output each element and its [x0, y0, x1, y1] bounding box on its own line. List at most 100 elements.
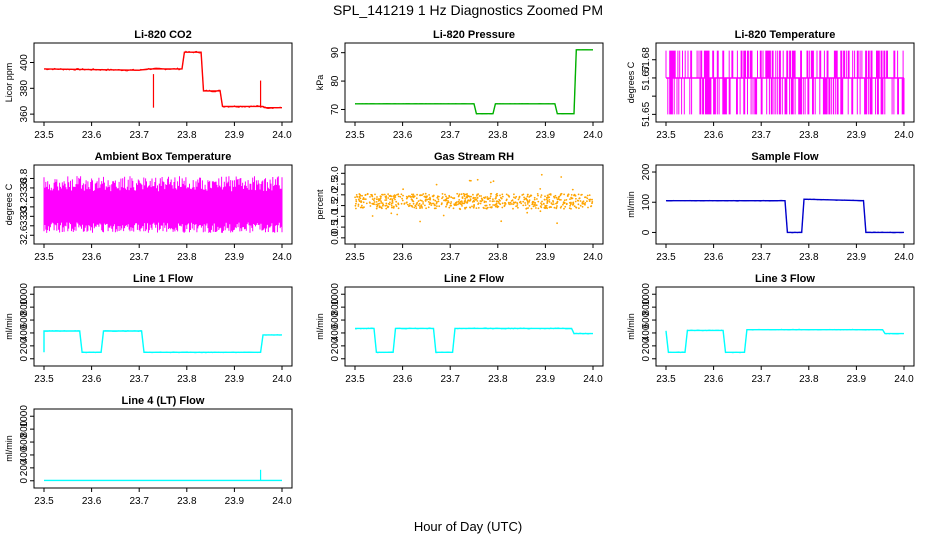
series-noise: [665, 198, 903, 234]
y-tick-label: 380: [19, 80, 30, 97]
scatter-point: [553, 206, 556, 209]
x-tick-label: 23.6: [704, 252, 724, 263]
scatter-point: [391, 198, 394, 201]
scatter-point: [543, 206, 546, 209]
scatter-point: [495, 200, 498, 203]
plot-frame: [344, 164, 604, 245]
scatter-point: [590, 205, 593, 207]
x-tick-label: 23.8: [177, 252, 197, 263]
scatter-point: [476, 178, 479, 181]
scatter-point: [588, 194, 591, 197]
plot-frame: [655, 42, 915, 123]
scatter-point: [428, 194, 430, 196]
scatter-point: [432, 195, 434, 198]
scatter-point: [449, 204, 452, 207]
scatter-point: [424, 196, 427, 199]
plot-frame: [33, 286, 293, 367]
scatter-point: [479, 200, 482, 202]
scatter-point: [571, 188, 574, 191]
scatter-point: [468, 195, 471, 198]
scatter-point: [419, 220, 421, 223]
scatter-point: [519, 200, 522, 203]
y-tick-label: 0: [19, 478, 30, 484]
scatter-point: [463, 194, 466, 197]
scatter-point: [471, 201, 474, 203]
x-tick-label: 23.6: [393, 374, 413, 385]
scatter-point: [399, 196, 402, 198]
scatter-point: [527, 193, 529, 196]
scatter-point: [461, 205, 463, 207]
scatter-point: [424, 204, 426, 207]
scatter-point: [441, 193, 444, 195]
scatter-point: [481, 198, 483, 201]
scatter-point: [424, 192, 427, 195]
scatter-point: [437, 198, 440, 201]
scatter-point: [354, 204, 357, 207]
x-tick-label: 23.6: [82, 374, 102, 385]
scatter-point: [438, 205, 441, 208]
scatter-point: [426, 198, 429, 201]
scatter-point: [565, 199, 568, 201]
scatter-point: [503, 204, 506, 207]
scatter-point: [512, 203, 515, 206]
scatter-point: [436, 205, 438, 208]
scatter-point: [556, 200, 559, 203]
scatter-point: [517, 198, 520, 201]
scatter-point: [483, 197, 486, 200]
scatter-point: [546, 201, 549, 203]
scatter-point: [588, 200, 591, 203]
scatter-point: [385, 207, 388, 210]
scatter-point: [548, 196, 551, 199]
scatter-point: [514, 197, 517, 200]
scatter-point: [375, 201, 378, 203]
scatter-point: [449, 202, 452, 205]
scatter-point: [532, 205, 535, 208]
scatter-point: [546, 194, 549, 197]
scatter-point: [411, 193, 413, 196]
scatter-point: [448, 195, 451, 198]
scatter-point: [511, 199, 514, 202]
scatter-point: [472, 206, 475, 209]
x-tick-label: 23.9: [536, 374, 556, 385]
x-tick-label: 23.5: [656, 374, 676, 385]
scatter-point: [450, 201, 453, 203]
scatter-point: [458, 194, 460, 197]
scatter-point: [371, 195, 374, 198]
scatter-point: [468, 179, 471, 182]
scatter-point: [555, 206, 558, 209]
scatter-point: [369, 196, 371, 198]
scatter-point: [473, 204, 475, 206]
scatter-point: [571, 197, 574, 200]
y-tick-label: 600: [19, 311, 30, 328]
scatter-point: [362, 206, 365, 209]
x-tick-label: 23.7: [440, 252, 460, 263]
scatter-point: [581, 193, 583, 196]
x-tick-label: 23.9: [225, 374, 245, 385]
scatter-point: [435, 183, 438, 186]
scatter-point: [553, 195, 555, 198]
scatter-point: [503, 202, 506, 204]
scatter-point: [387, 193, 389, 196]
scatter-point: [484, 204, 487, 207]
scatter-point: [361, 204, 363, 207]
scatter-point: [383, 193, 386, 196]
x-tick-label: 23.5: [656, 130, 676, 141]
y-tick-label: 32.6: [19, 225, 30, 245]
y-axis-label: ml/min: [4, 435, 14, 462]
scatter-point: [413, 206, 416, 209]
x-tick-label: 23.9: [536, 252, 556, 263]
x-tick-label: 23.6: [393, 130, 413, 141]
scatter-point: [488, 203, 491, 206]
panel-5: Sample Flow 23.5 23.6 23.7 23.8 23.9 24.0 0 100 2…: [626, 151, 915, 263]
scatter-point: [479, 202, 482, 205]
scatter-point: [499, 203, 502, 206]
scatter-point: [560, 192, 563, 195]
y-tick-label: 51.67: [641, 65, 652, 90]
x-tick-label: 24.0: [272, 252, 292, 263]
x-tick-label: 23.7: [129, 252, 149, 263]
x-axis: 23.5 23.6 23.7 23.8 23.9 24.0: [34, 122, 292, 141]
scatter-point: [445, 195, 447, 198]
scatter-point: [466, 195, 469, 197]
scatter-point: [572, 202, 574, 204]
x-axis: 23.5 23.6 23.7 23.8 23.9 24.0: [656, 244, 914, 263]
